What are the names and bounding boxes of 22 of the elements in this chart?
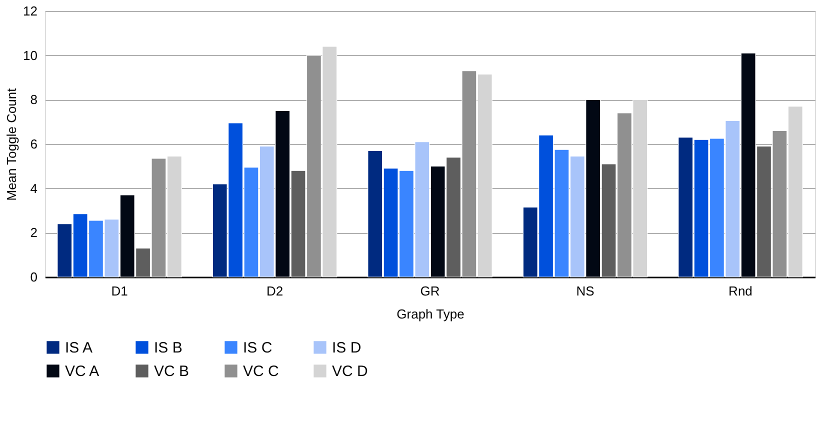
y-tick-label: 10	[23, 48, 38, 63]
y-tick-label: 4	[30, 180, 38, 196]
legend-label: IS D	[332, 339, 362, 356]
legend-label: IS A	[65, 339, 93, 356]
y-tick-label: 12	[23, 4, 38, 18]
x-tick-label: D1	[111, 284, 128, 298]
legend-label: VC C	[243, 363, 280, 380]
y-axis-title: Mean Toggle Count	[4, 88, 20, 201]
legend-label: VC B	[154, 363, 190, 380]
y-tick-label: 6	[30, 136, 38, 152]
y-tick-label: 2	[30, 225, 38, 240]
x-tick-label: NS	[576, 284, 595, 298]
legend-label: VC A	[65, 363, 100, 380]
x-tick-label: Rnd	[728, 284, 752, 298]
x-tick-label: D2	[266, 284, 284, 298]
legend-label: IS B	[154, 339, 182, 356]
legend-label: IS C	[243, 339, 272, 356]
x-axis-title: Graph Type	[396, 306, 464, 322]
x-tick-label: GR	[420, 284, 440, 298]
legend-label: VC D	[332, 363, 368, 380]
y-tick-label: 8	[30, 92, 38, 108]
y-tick-label: 0	[30, 270, 38, 284]
